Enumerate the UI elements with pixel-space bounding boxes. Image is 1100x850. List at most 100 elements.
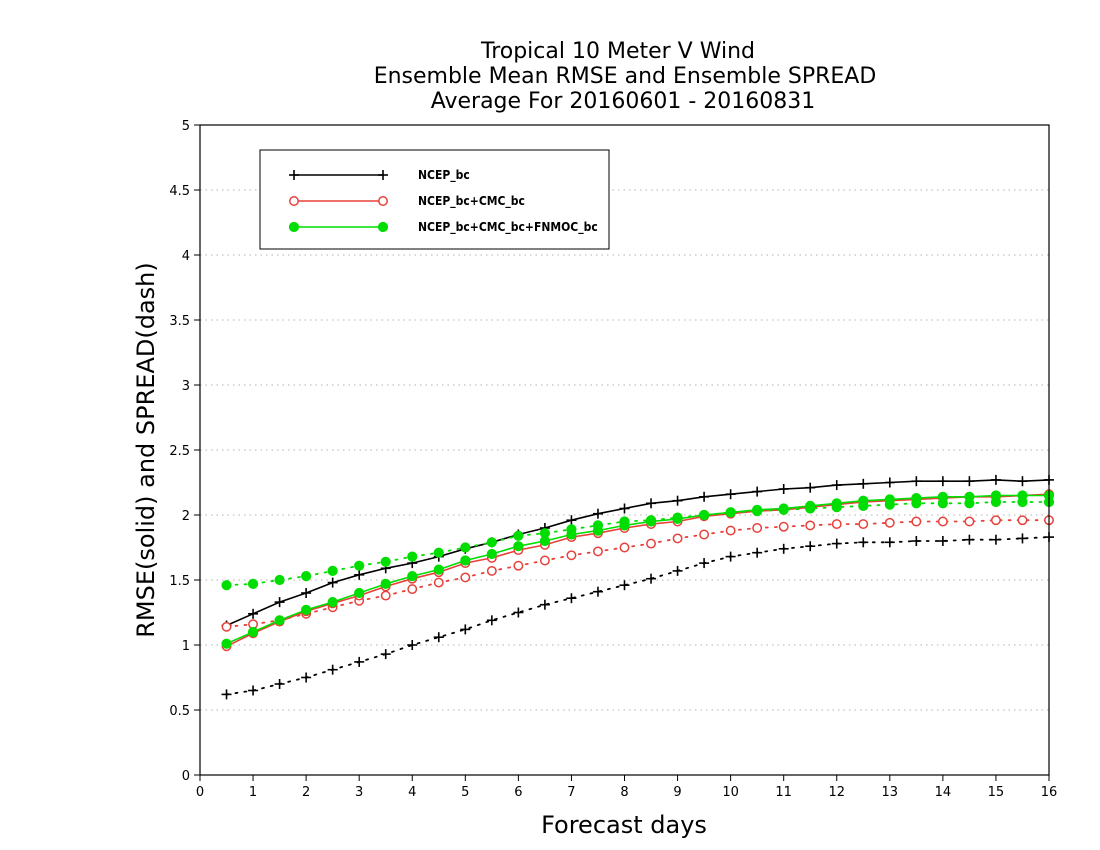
- rmse-point: [699, 491, 710, 502]
- spread-point: [380, 649, 391, 660]
- legend-label: NCEP_bc: [418, 168, 470, 183]
- x-tick-label: 13: [882, 785, 899, 800]
- spread-point: [539, 555, 550, 566]
- chart-title-line-3: Average For 20160601 - 20160831: [431, 89, 816, 114]
- chart-title-group: Tropical 10 Meter V Wind Ensemble Mean R…: [374, 39, 877, 114]
- spread-point: [646, 538, 656, 549]
- rmse-point: [460, 555, 471, 566]
- chart-title-line-1: Tropical 10 Meter V Wind: [480, 39, 755, 64]
- rmse-point: [778, 484, 789, 494]
- spread-line-ncep-bc-cmc-bc-fnmoc-bc: [225, 501, 1050, 587]
- series-layer: [221, 474, 1055, 700]
- rmse-point: [221, 638, 232, 649]
- spread-line-ncep-bc-cmc-bc: [225, 519, 1050, 628]
- spread-point: [911, 516, 922, 527]
- rmse-point: [990, 490, 1002, 501]
- spread-point: [619, 542, 630, 553]
- spread-point: [805, 541, 816, 552]
- rmse-point: [1017, 476, 1028, 487]
- y-tick-label: 4: [182, 249, 190, 264]
- spread-point: [354, 656, 365, 667]
- rmse-point: [433, 564, 444, 575]
- rmse-point: [354, 569, 365, 580]
- x-tick-label: 2: [302, 785, 310, 800]
- spread-point: [752, 547, 763, 558]
- rmse-point: [1017, 490, 1028, 501]
- spread-point: [513, 607, 524, 618]
- y-axis-label: RMSE(solid) and SPREAD(dash): [132, 262, 160, 638]
- x-tick-label: 3: [355, 785, 363, 800]
- rmse-point: [645, 516, 657, 527]
- spread-point: [460, 624, 471, 635]
- spread-point: [301, 672, 312, 683]
- rmse-point: [274, 597, 285, 608]
- legend-marker: [377, 221, 389, 233]
- legend-entry-ncep-bc: NCEP_bc: [289, 168, 470, 183]
- spread-point: [990, 534, 1001, 545]
- spread-point: [646, 573, 657, 584]
- spread-point: [433, 632, 444, 643]
- legend-marker: [288, 221, 300, 233]
- spread-point: [990, 515, 1001, 526]
- rmse-point: [752, 486, 763, 497]
- spread-point: [911, 536, 922, 546]
- series-ncep-bc-cmc-bc: [221, 489, 1054, 652]
- spread-line-ncep-bc: [225, 536, 1050, 696]
- spread-point: [778, 521, 789, 532]
- spread-point: [805, 520, 816, 531]
- x-tick-label: 16: [1041, 785, 1058, 800]
- rmse-point: [911, 493, 922, 504]
- spread-point: [593, 546, 603, 557]
- spread-point: [221, 689, 232, 700]
- spread-point: [699, 558, 710, 569]
- x-tick-label: 12: [828, 785, 845, 800]
- spread-point: [752, 523, 763, 533]
- rmse-point: [964, 476, 975, 487]
- rmse-point: [274, 615, 285, 626]
- spread-point: [354, 560, 365, 571]
- x-tick-label: 14: [935, 785, 952, 800]
- legend-entry-ncep-bc-cmc-bc: NCEP_bc+CMC_bc: [289, 194, 525, 209]
- y-axis-ticks: 0 0.5 1 1.5 2 2.5 3 3.5 4 4.5 5: [169, 119, 200, 784]
- rmse-point: [407, 571, 418, 582]
- x-tick-label: 5: [461, 785, 469, 800]
- spread-point: [380, 556, 391, 567]
- x-tick-label: 0: [196, 785, 204, 800]
- rmse-point: [778, 503, 789, 514]
- rmse-point: [486, 548, 497, 560]
- spread-point: [858, 537, 869, 548]
- spread-point: [778, 543, 789, 554]
- spread-point: [539, 599, 550, 610]
- series-ncep-bc-cmc-bc-fnmoc-bc: [221, 490, 1055, 649]
- spread-point: [672, 533, 683, 544]
- y-tick-label: 3.5: [169, 314, 190, 329]
- spread-point: [513, 530, 524, 541]
- spread-point: [486, 615, 497, 626]
- x-tick-label: 10: [722, 785, 739, 800]
- spread-point: [1017, 515, 1028, 526]
- legend-label: NCEP_bc+CMC_bc: [418, 194, 525, 209]
- spread-point: [884, 537, 895, 548]
- rmse-point: [831, 480, 842, 491]
- y-tick-label: 2.5: [169, 444, 190, 459]
- y-tick-label: 0.5: [169, 704, 190, 719]
- spread-point: [937, 516, 948, 527]
- rmse-point: [248, 608, 259, 619]
- rmse-point: [805, 500, 816, 511]
- x-axis-ticks: 0 1 2 3 4 5 6 7 8 9 10 11 12 13 14 15 16: [196, 775, 1057, 800]
- spread-point: [248, 685, 259, 696]
- rmse-point: [327, 577, 338, 588]
- spread-point: [964, 516, 975, 527]
- rmse-point: [937, 476, 948, 487]
- rmse-point: [884, 494, 895, 505]
- legend-marker: [289, 196, 299, 206]
- spread-point: [566, 593, 577, 604]
- rmse-point: [247, 626, 259, 638]
- rmse-point: [858, 495, 869, 506]
- spread-point: [301, 571, 312, 582]
- spread-point: [592, 586, 603, 597]
- x-tick-label: 9: [673, 785, 681, 800]
- y-tick-label: 1.5: [169, 574, 190, 589]
- rmse-point: [937, 491, 948, 502]
